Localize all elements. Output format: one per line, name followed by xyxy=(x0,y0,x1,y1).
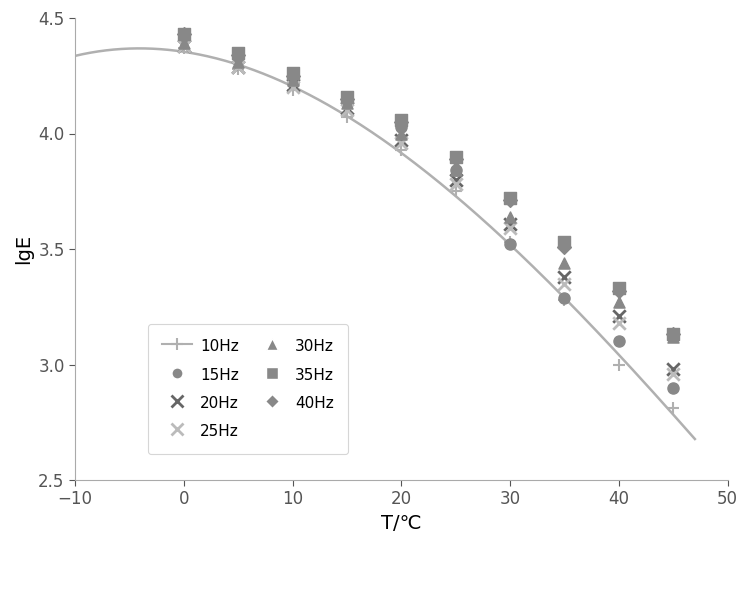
Point xyxy=(395,115,407,124)
Point xyxy=(613,286,625,295)
Point xyxy=(449,166,461,175)
Point xyxy=(340,98,352,108)
Point xyxy=(178,41,190,50)
Point xyxy=(286,68,298,78)
Point xyxy=(449,166,461,175)
Point xyxy=(178,29,190,39)
Point xyxy=(558,237,570,247)
Point xyxy=(232,62,244,71)
Point xyxy=(395,122,407,131)
Point xyxy=(668,329,680,339)
Point xyxy=(232,50,244,60)
Point xyxy=(558,272,570,281)
Point xyxy=(340,92,352,101)
Point xyxy=(668,329,680,339)
Point xyxy=(558,293,570,302)
Point xyxy=(340,103,352,113)
Point xyxy=(395,136,407,145)
Point xyxy=(232,57,244,67)
Point xyxy=(504,219,516,229)
Point xyxy=(613,298,625,307)
Point xyxy=(395,128,407,138)
Point xyxy=(504,193,516,203)
Point xyxy=(558,279,570,289)
Point xyxy=(286,82,298,92)
Point xyxy=(613,311,625,321)
Point xyxy=(504,212,516,221)
Point xyxy=(504,223,516,233)
Point xyxy=(504,196,516,205)
Point xyxy=(613,337,625,346)
Point xyxy=(178,32,190,41)
Point xyxy=(232,52,244,62)
Point xyxy=(449,175,461,185)
Point xyxy=(449,152,461,161)
Point xyxy=(558,242,570,251)
Point xyxy=(668,332,680,341)
Y-axis label: lgE: lgE xyxy=(13,234,33,264)
Point xyxy=(613,318,625,328)
Point xyxy=(286,78,298,88)
Point xyxy=(178,38,190,48)
Point xyxy=(286,76,298,85)
Point xyxy=(558,258,570,268)
Point xyxy=(504,239,516,249)
Point xyxy=(449,179,461,189)
Point xyxy=(340,106,352,115)
Point xyxy=(340,98,352,108)
Point xyxy=(395,138,407,148)
Point xyxy=(340,94,352,104)
Point xyxy=(286,80,298,90)
Point xyxy=(668,364,680,374)
Point xyxy=(178,29,190,39)
Point xyxy=(668,369,680,379)
Point xyxy=(286,71,298,80)
Point xyxy=(232,48,244,58)
Point xyxy=(449,154,461,164)
Point xyxy=(668,383,680,392)
Point xyxy=(232,62,244,71)
Legend: 10Hz, 15Hz, 20Hz, 25Hz, 30Hz, 35Hz, 40Hz: 10Hz, 15Hz, 20Hz, 25Hz, 30Hz, 35Hz, 40Hz xyxy=(148,324,348,454)
Point xyxy=(613,283,625,293)
X-axis label: T/℃: T/℃ xyxy=(381,514,422,533)
Point xyxy=(395,117,407,127)
Point xyxy=(178,41,190,50)
